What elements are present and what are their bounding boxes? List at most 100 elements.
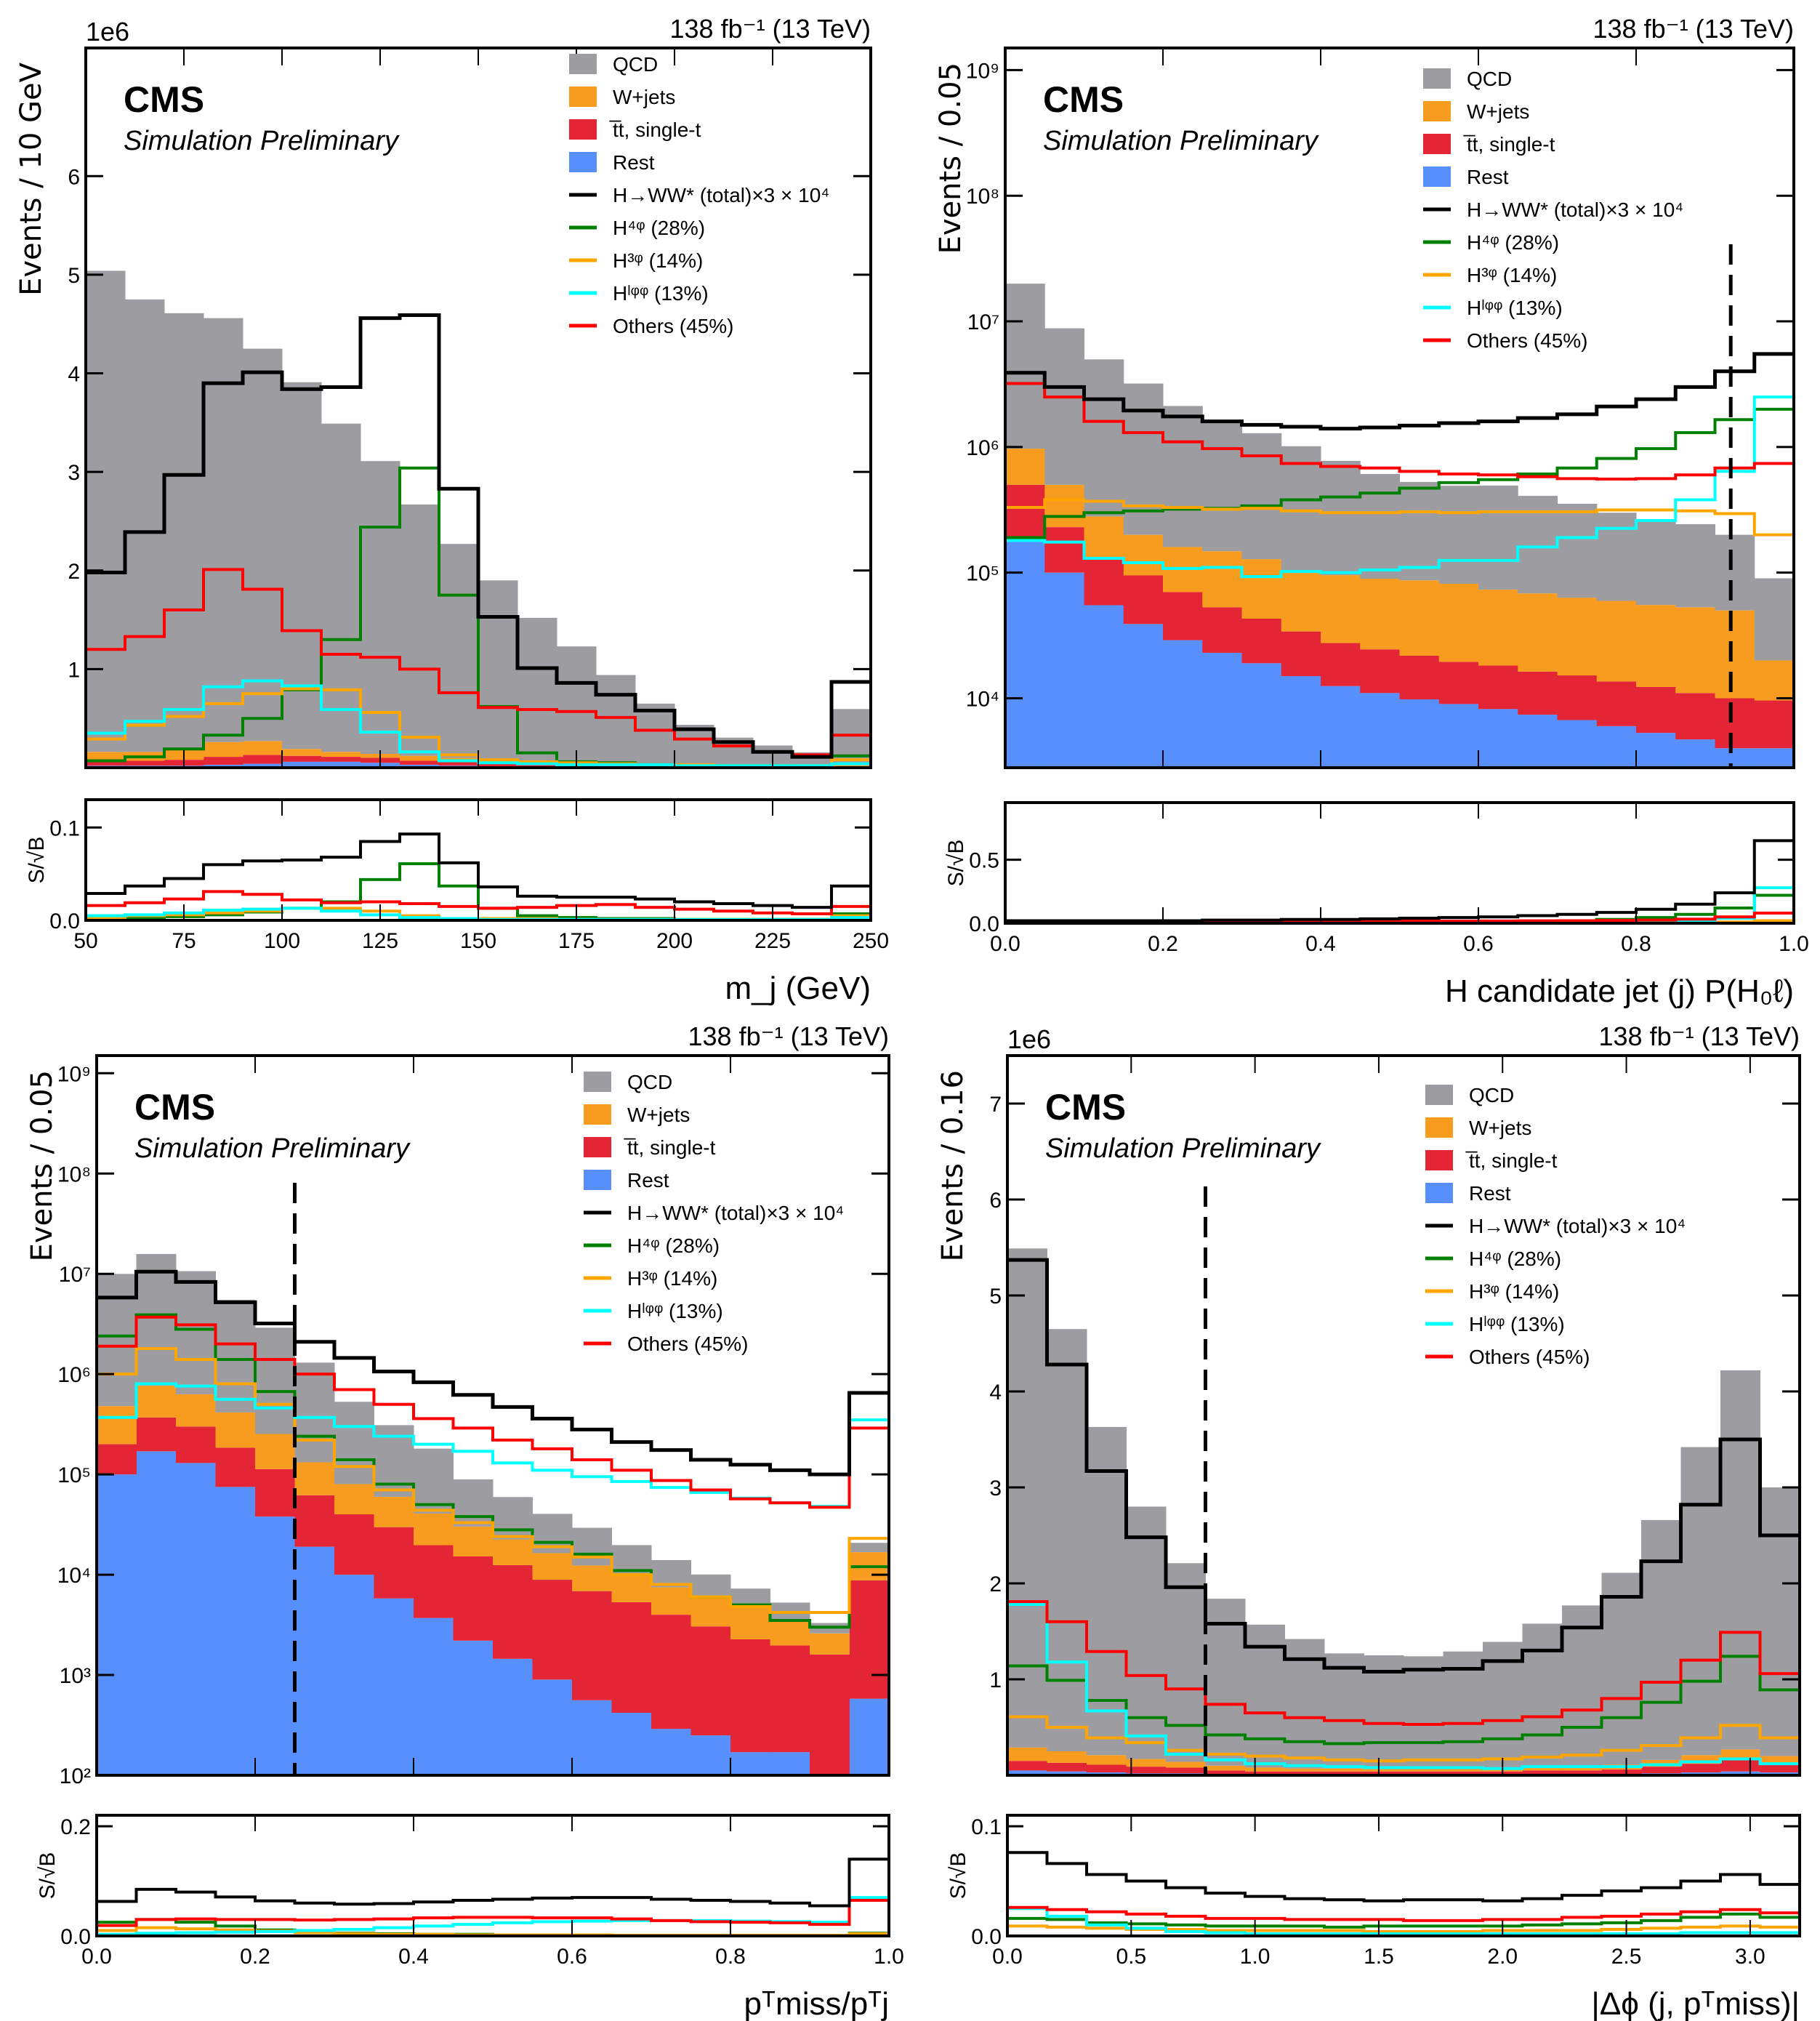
legend-label: QCD xyxy=(1469,1084,1514,1106)
legend-swatch xyxy=(1423,101,1451,121)
legend-item: H⁴ᵠ (28%) xyxy=(584,1234,720,1257)
legend-label: Others (45%) xyxy=(1469,1346,1590,1368)
legend-label: H→WW* (total)×3 × 10⁴ xyxy=(1467,198,1683,221)
x-tick-label: 50 xyxy=(73,929,97,953)
signal-line-0 xyxy=(1005,352,1794,431)
legend-item: Others (45%) xyxy=(569,315,734,337)
stack-bar-qcd xyxy=(596,675,636,764)
legend-swatch xyxy=(569,54,597,74)
stack-bar-qcd xyxy=(1360,474,1400,579)
stack-bar-qcd xyxy=(1044,328,1084,485)
ratio-line-4 xyxy=(97,1898,889,1927)
legend-item: H³ᵠ (14%) xyxy=(1423,264,1557,286)
legend-item: QCD xyxy=(1423,68,1512,90)
stack-bar-qcd xyxy=(243,348,283,742)
stack-bar-wjets xyxy=(1044,484,1084,528)
ratio-panel: 50 75 100 125 150 175 200 225 250 0.0 0.1S/√B m_j (… xyxy=(25,798,889,1006)
stack-bar-wjets xyxy=(400,755,440,761)
y-tick-label: 10⁵ xyxy=(966,562,999,586)
x-tick-label: 0.4 xyxy=(1305,932,1336,956)
stack-bar-wjets xyxy=(453,1526,494,1556)
legend-item: Rest xyxy=(584,1169,669,1192)
stack-bar-qcd xyxy=(294,1362,335,1463)
ratio-line-0 xyxy=(86,832,871,909)
stack-bar-rest xyxy=(1754,748,1794,768)
y-axis-title: Events / 0.05 xyxy=(25,1070,59,1261)
stack-bar-ttsinglet xyxy=(1438,662,1479,704)
x-tick-label: 75 xyxy=(172,929,196,953)
stack-bar-wjets xyxy=(532,1553,573,1580)
plot-area xyxy=(86,270,871,768)
y-axis-title: Events / 10 GeV xyxy=(15,62,48,296)
y-tick-label: 1 xyxy=(989,1668,1002,1692)
stack-bar-ttsinglet xyxy=(97,1444,137,1475)
legend-label: Others (45%) xyxy=(627,1333,749,1355)
stack-bar-wjets xyxy=(1205,1765,1246,1771)
stack-bar-wjets xyxy=(1478,590,1518,666)
stack-bar-ttsinglet xyxy=(1281,631,1321,677)
stack-bar-qcd xyxy=(282,382,322,750)
stack-bar-ttsinglet xyxy=(1478,665,1518,710)
stack-bar-ttsinglet xyxy=(1760,1764,1800,1773)
stack-bar-rest xyxy=(215,1487,256,1775)
stack-bar-qcd xyxy=(1483,1642,1523,1769)
stack-bar-wjets xyxy=(243,741,283,755)
legend-item: H→WW* (total)×3 × 10⁴ xyxy=(584,1202,844,1224)
legend-label: t̅t, single-t xyxy=(1463,133,1555,156)
stack-bar-rest xyxy=(1399,699,1440,768)
stack-bar-qcd xyxy=(1601,1572,1642,1765)
stack-bar-qcd xyxy=(1087,1426,1127,1756)
stack-bar-wjets xyxy=(374,1496,414,1527)
signal-line-4 xyxy=(97,1315,889,1509)
stack-bar-wjets xyxy=(1084,516,1124,558)
stack-bar-qcd xyxy=(518,617,557,762)
ratio-y-tick-label: 0.1 xyxy=(49,816,80,840)
x-tick-label: 0.0 xyxy=(990,932,1020,956)
x-tick-label: 3.0 xyxy=(1735,1945,1765,1969)
stack-bar-wjets xyxy=(810,1633,850,1655)
legend-label: H⁴ᵠ (28%) xyxy=(613,217,705,239)
stack-bar-qcd xyxy=(176,1271,216,1394)
stack-bar-wjets xyxy=(1438,584,1479,662)
stack-bar-wjets xyxy=(611,1575,652,1602)
legend-item: H→WW* (total)×3 × 10⁴ xyxy=(1425,1215,1686,1237)
stack-bar-rest xyxy=(1047,1771,1087,1775)
stack-bar-wjets xyxy=(1715,610,1755,699)
legend-item: Others (45%) xyxy=(1423,329,1588,352)
legend-swatch xyxy=(1425,1183,1453,1203)
stack-bar-ttsinglet xyxy=(518,764,557,767)
stack-bar-rest xyxy=(1281,676,1321,768)
y-axis-title: Events / 0.05 xyxy=(934,63,967,254)
lumi-label: 138 fb⁻¹ (13 TeV) xyxy=(688,1021,890,1051)
stack-bar-ttsinglet xyxy=(730,1639,770,1753)
signal-line-1 xyxy=(1007,1655,1800,1745)
legend-item: QCD xyxy=(584,1071,672,1093)
stack-bar-wjets xyxy=(1005,449,1045,485)
legend-swatch xyxy=(1423,68,1451,89)
legend-label: Hˡᵠᵠ (13%) xyxy=(1469,1313,1565,1335)
lumi-label: 138 fb⁻¹ (13 TeV) xyxy=(1593,14,1795,44)
x-tick-label: 0.6 xyxy=(557,1945,587,1969)
legend-label: H³ᵠ (14%) xyxy=(1467,264,1557,286)
stack-bar-qcd xyxy=(493,1497,533,1540)
signal-line-4 xyxy=(86,568,871,757)
stack-bar-wjets xyxy=(1364,1768,1404,1772)
stack-bar-ttsinglet xyxy=(1044,527,1084,573)
x-tick-label: 0.8 xyxy=(1621,932,1651,956)
stack-bar-wjets xyxy=(1518,593,1558,672)
stack-bar-wjets xyxy=(334,1484,374,1515)
legend-label: t̅t, single-t xyxy=(624,1136,716,1159)
stack-bar-ttsinglet xyxy=(611,1602,652,1713)
stack-bar-rest xyxy=(572,1700,612,1775)
stack-bar-qcd xyxy=(1675,524,1715,608)
signal-line-3 xyxy=(1007,1603,1800,1770)
status-label: Simulation Preliminary xyxy=(1045,1133,1321,1164)
status-label: Simulation Preliminary xyxy=(1043,126,1319,156)
ratio-y-tick-label: 0.1 xyxy=(971,1815,1002,1839)
stack-bar-ttsinglet xyxy=(1202,607,1242,653)
stack-bar-wjets xyxy=(97,1406,137,1445)
legend-label: H→WW* (total)×3 × 10⁴ xyxy=(627,1202,844,1224)
ratio-line-0 xyxy=(97,1857,889,1908)
legend-item: H³ᵠ (14%) xyxy=(569,249,703,272)
